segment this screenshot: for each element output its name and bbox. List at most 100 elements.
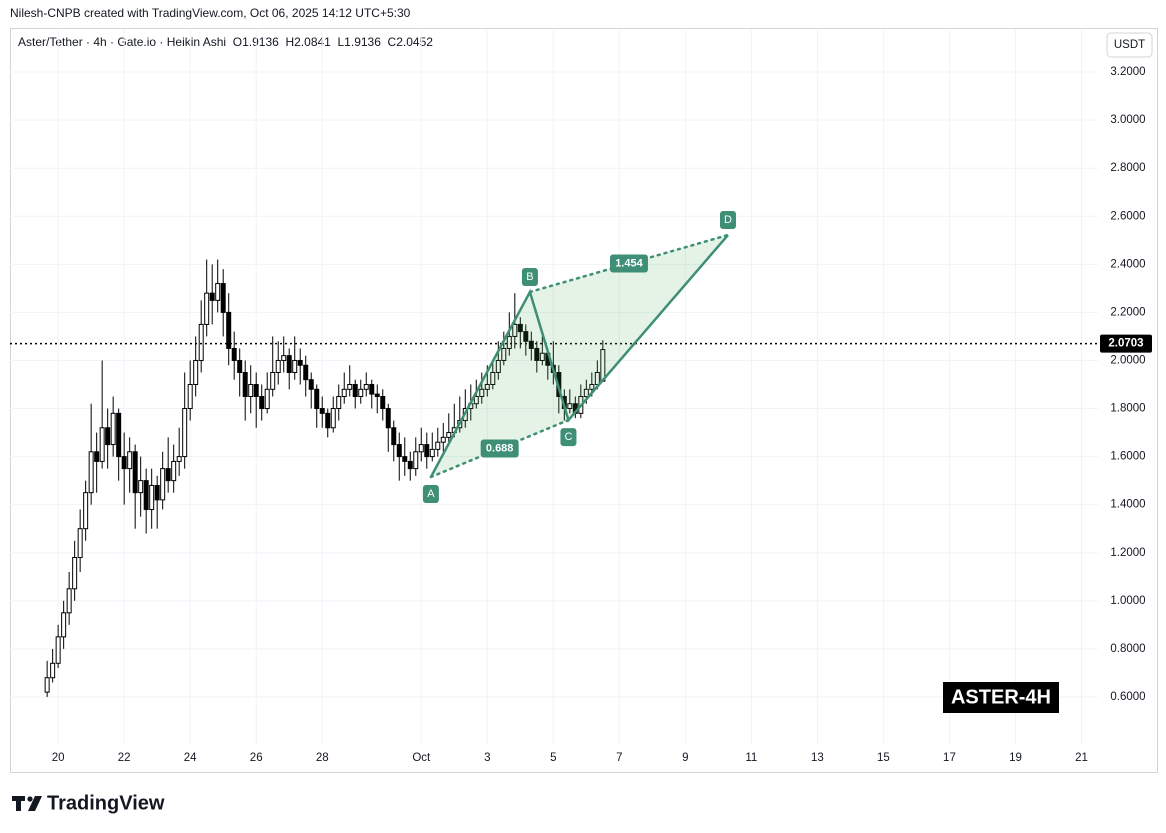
candle-body	[418, 444, 424, 453]
point-box	[719, 211, 736, 230]
candle-body	[495, 359, 501, 373]
y-tick-label: 1.4000	[1110, 499, 1145, 511]
candle-body	[446, 432, 452, 438]
candle-body	[534, 347, 540, 361]
candle-body	[182, 408, 188, 458]
candle-body	[512, 323, 518, 337]
candle-body	[347, 383, 353, 390]
candle-body	[88, 451, 94, 494]
candle-body	[264, 388, 270, 410]
candle-body	[138, 480, 144, 494]
point-box	[560, 428, 577, 447]
candle-body	[61, 612, 67, 638]
y-tick-label: 3.2000	[1110, 66, 1145, 78]
ratio-label: 1.454	[615, 257, 643, 269]
candle-body	[237, 359, 243, 373]
candle-body	[160, 468, 166, 501]
badge: ASTER-4H	[951, 686, 1051, 708]
currency-button[interactable]	[1106, 32, 1153, 58]
symbol: Aster/Tether · 4h · Gate.io · Heikin Ash…	[18, 35, 227, 49]
marks	[44, 259, 606, 697]
candle-body	[171, 460, 177, 482]
overlay: 2.0703 0.688 1.454 A B C D	[10, 211, 1152, 504]
candle-body	[193, 359, 199, 385]
ratio-label: 0.688	[486, 442, 514, 454]
pattern-ratio-line	[528, 233, 730, 294]
candle-body	[127, 451, 133, 470]
x-tick-label: 19	[1009, 752, 1022, 764]
candle-body	[308, 379, 314, 390]
candle-body	[303, 364, 309, 381]
x-tick-label: 22	[118, 752, 131, 764]
x-tick-label: 11	[745, 752, 757, 764]
brand: TradingView	[47, 792, 165, 814]
candle-body	[407, 460, 413, 470]
y-tick-label: 2.8000	[1110, 162, 1145, 174]
candle-body	[242, 371, 248, 398]
x-tick-label: 3	[484, 752, 490, 764]
point-label: D	[724, 214, 732, 226]
x-tick-label: 17	[943, 752, 956, 764]
candle-body	[396, 444, 402, 458]
candle-body	[517, 323, 523, 333]
candle-body	[149, 484, 155, 510]
candle-body	[440, 436, 446, 443]
y-tick-label: 2.2000	[1110, 306, 1145, 318]
candle-body	[248, 383, 254, 398]
candle-body	[187, 383, 193, 410]
last-price-box	[1100, 334, 1152, 353]
candle-body	[380, 396, 386, 410]
point-label: A	[427, 488, 435, 500]
candle-body	[253, 383, 259, 398]
ratio-box	[609, 254, 648, 273]
candle-body	[198, 323, 204, 361]
candle-body	[132, 451, 138, 494]
pattern-legs	[429, 234, 729, 478]
point-box	[422, 485, 439, 504]
y-tick-label: 2.0000	[1110, 354, 1145, 366]
candle-body	[55, 636, 61, 664]
candle-body	[143, 480, 149, 510]
candle-body	[523, 331, 529, 342]
candle-body	[319, 408, 325, 414]
candle-body	[209, 292, 215, 301]
candle-body	[270, 371, 276, 390]
candle-body	[281, 355, 287, 361]
candle-body	[66, 588, 72, 614]
x-tick-label: 28	[316, 752, 329, 764]
last-price-label: 2.0703	[1108, 338, 1143, 350]
x-tick-label: 5	[550, 752, 556, 764]
point-box	[521, 267, 538, 286]
y-tick-label: 0.6000	[1110, 691, 1145, 703]
y-tick-label: 1.0000	[1110, 595, 1145, 607]
point-label: B	[526, 271, 533, 283]
candle-body	[165, 468, 171, 482]
candle-body	[424, 444, 430, 458]
candle-body	[105, 427, 111, 446]
pattern-fill	[430, 235, 728, 478]
candle-body	[589, 383, 595, 390]
x-tick-label: 15	[877, 752, 890, 764]
candle-body	[121, 456, 127, 470]
candle-body	[358, 388, 364, 398]
candle-body	[567, 403, 573, 410]
candle-body	[341, 388, 347, 398]
candle-body	[116, 412, 122, 458]
candle-body	[506, 335, 512, 349]
ratio-box	[480, 439, 519, 458]
x-tick-label: 20	[52, 752, 65, 764]
candle-body	[220, 283, 226, 313]
candle-body	[275, 359, 281, 373]
candle-body	[501, 347, 507, 361]
candle-body	[259, 396, 265, 410]
candle-body	[473, 396, 479, 405]
candle-body	[336, 396, 342, 410]
candle-body	[385, 408, 391, 429]
candle-body	[231, 347, 237, 361]
candle-body	[413, 451, 419, 470]
x-tick-label: 21	[1075, 752, 1088, 764]
candle-body	[204, 292, 210, 325]
x-tick-label: 24	[184, 752, 197, 764]
y-tick-label: 2.6000	[1110, 210, 1145, 222]
